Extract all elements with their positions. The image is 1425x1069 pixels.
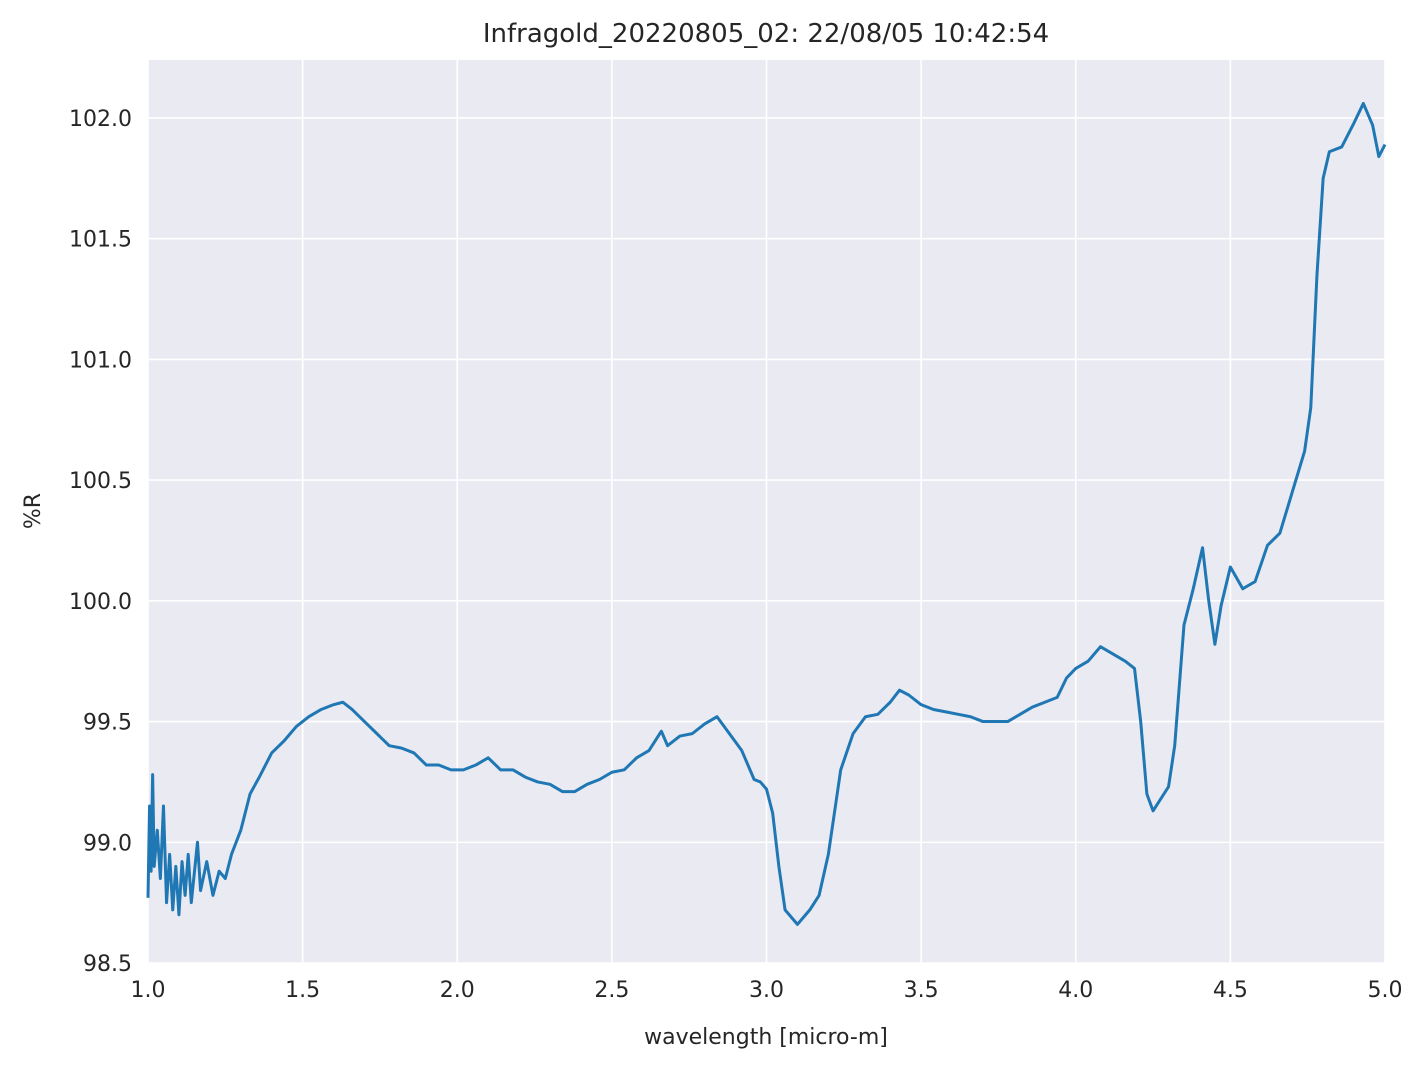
y-tick-label: 99.0 xyxy=(83,831,132,856)
x-tick-label: 2.5 xyxy=(594,978,629,1003)
y-tick-label: 102.0 xyxy=(69,107,132,132)
x-tick-label: 2.0 xyxy=(440,978,475,1003)
y-tick-label: 98.5 xyxy=(83,952,132,977)
y-axis-label: %R xyxy=(21,493,46,529)
x-tick-label: 4.0 xyxy=(1058,978,1093,1003)
x-tick-label: 3.5 xyxy=(904,978,939,1003)
y-tick-label: 101.0 xyxy=(69,348,132,373)
y-tick-label: 101.5 xyxy=(69,228,132,253)
chart-title: Infragold_20220805_02: 22/08/05 10:42:54 xyxy=(483,19,1049,49)
x-tick-label: 1.0 xyxy=(131,978,166,1003)
x-tick-label: 4.5 xyxy=(1213,978,1248,1003)
x-tick-label: 3.0 xyxy=(749,978,784,1003)
x-tick-label: 1.5 xyxy=(285,978,320,1003)
y-tick-label: 100.0 xyxy=(69,590,132,615)
y-tick-label: 100.5 xyxy=(69,469,132,494)
y-tick-label: 99.5 xyxy=(83,711,132,736)
x-axis-label: wavelength [micro-m] xyxy=(644,1025,888,1050)
x-tick-label: 5.0 xyxy=(1368,978,1403,1003)
data-line xyxy=(146,101,1387,926)
